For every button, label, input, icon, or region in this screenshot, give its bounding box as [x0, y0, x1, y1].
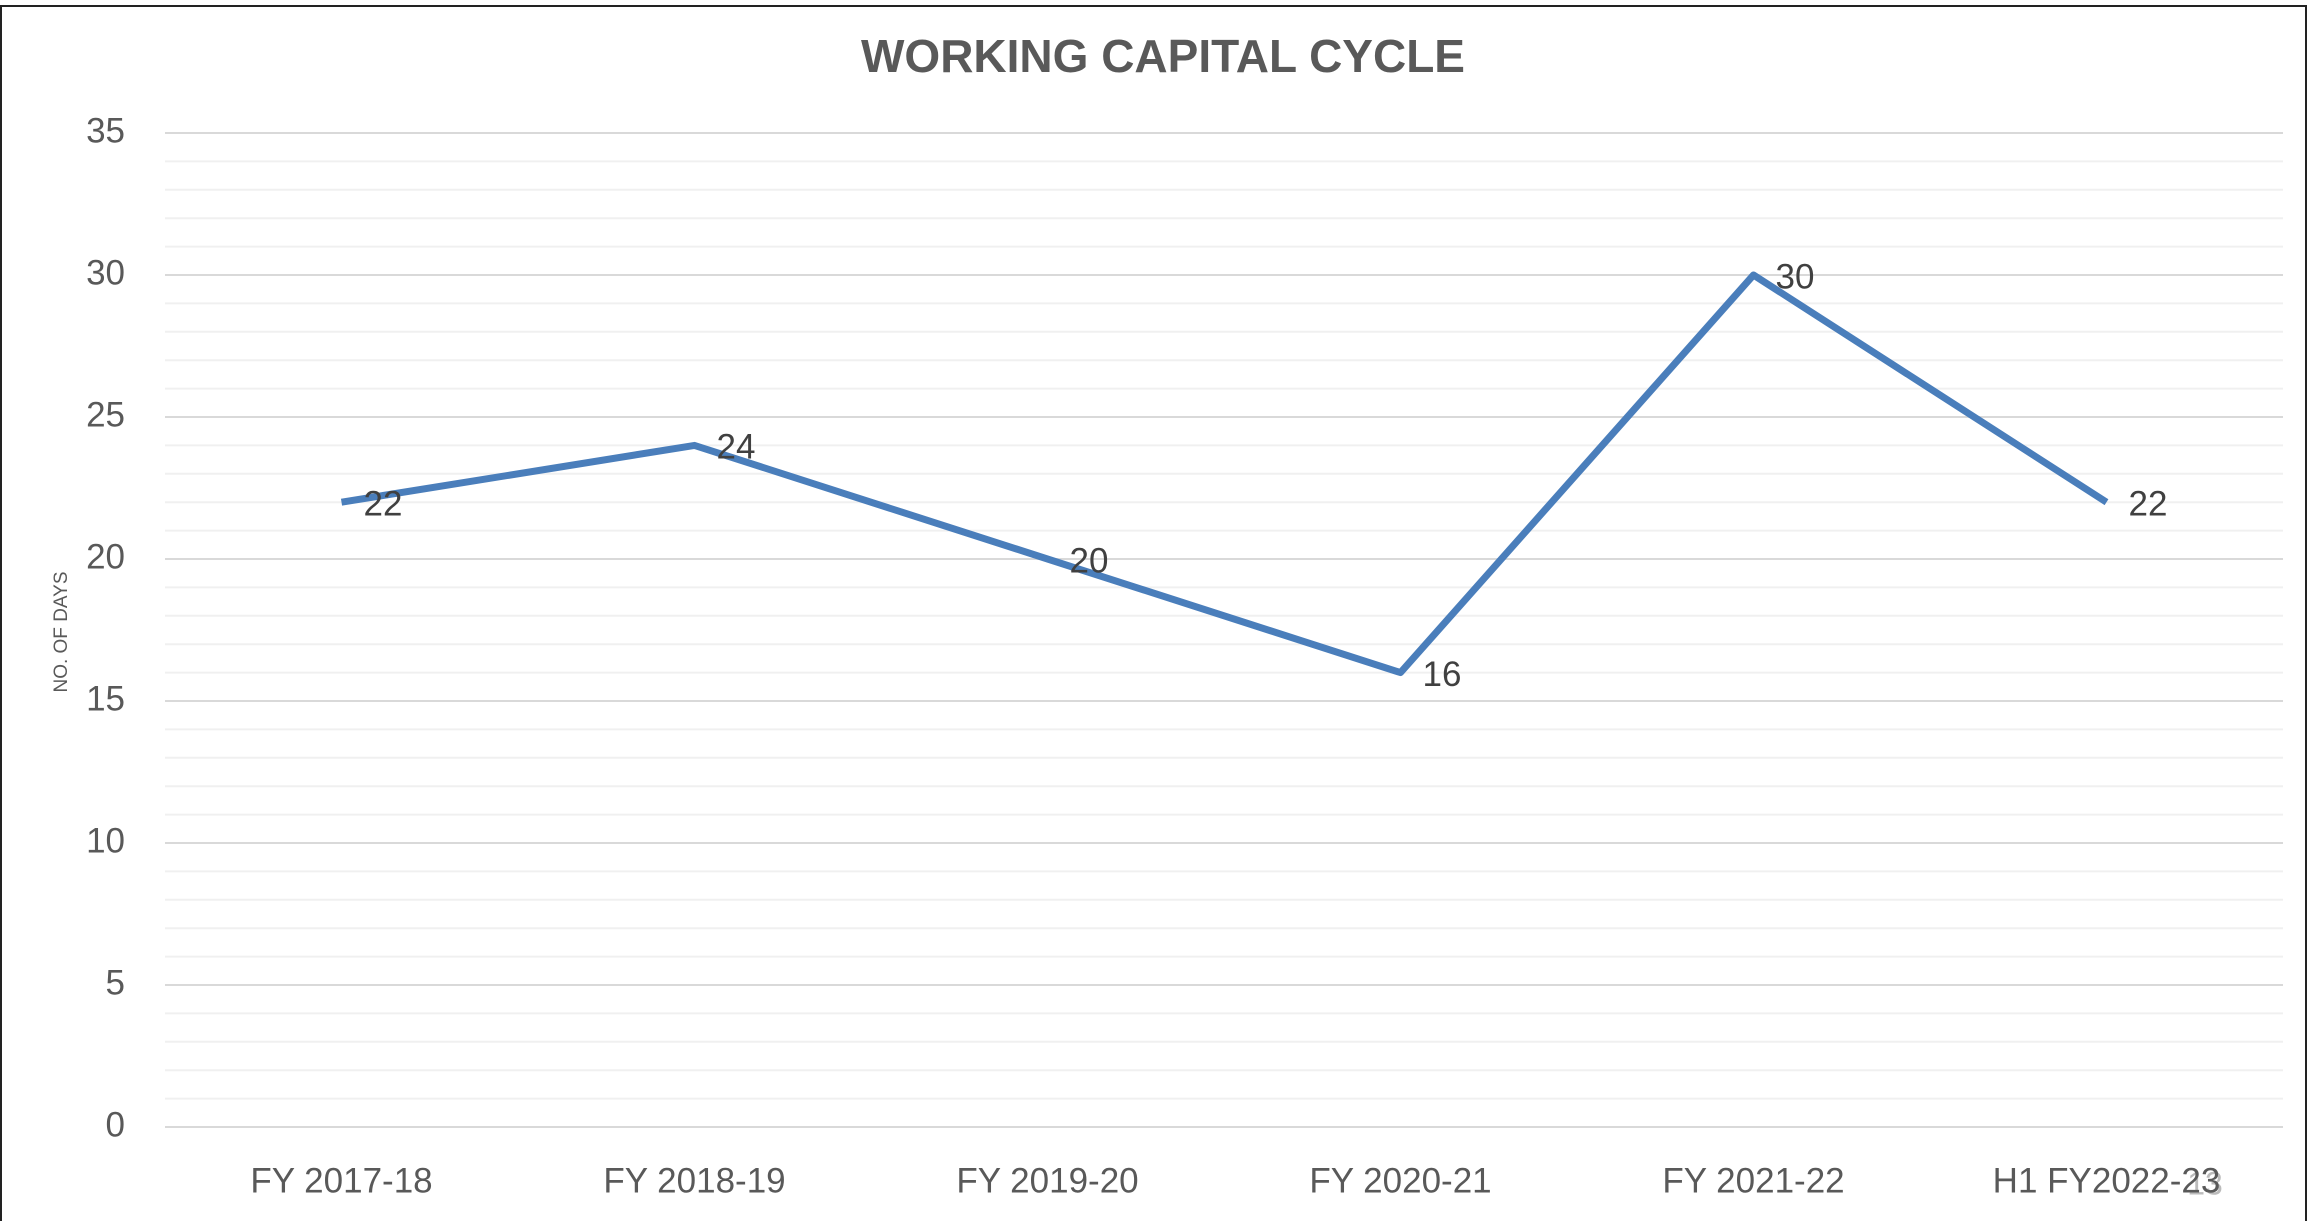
y-tick-label: 5	[106, 963, 125, 1002]
x-tick-label: FY 2021-22	[1662, 1161, 1844, 1200]
x-tick-label: FY 2019-20	[956, 1161, 1138, 1200]
y-tick-label: 30	[86, 253, 125, 292]
y-tick-label: 20	[86, 537, 125, 576]
data-label: 22	[2129, 484, 2168, 523]
data-label: 24	[717, 428, 756, 467]
data-line	[340, 271, 2109, 677]
y-tick-label: 25	[86, 395, 125, 434]
y-tick-label: 15	[86, 679, 125, 718]
chart-title: WORKING CAPITAL CYCLE	[861, 30, 1465, 82]
x-tick-label: FY 2017-18	[250, 1161, 432, 1200]
data-label: 16	[1423, 655, 1462, 694]
chart-border	[0, 5, 2307, 1221]
data-label: 20	[1070, 541, 1109, 580]
y-tick-label: 10	[86, 821, 125, 860]
x-tick-label: FY 2020-21	[1309, 1161, 1491, 1200]
x-tick-label: FY 2018-19	[603, 1161, 785, 1200]
y-tick-label: 35	[86, 111, 125, 150]
y-axis-label: NO. OF DAYS	[51, 571, 72, 692]
y-tick-label: 0	[106, 1105, 125, 1144]
data-label: 30	[1776, 257, 1815, 296]
data-label: 22	[364, 484, 403, 523]
page-number: 13	[2187, 1165, 2223, 1201]
x-tick-label: H1 FY2022-23	[1993, 1161, 2221, 1200]
